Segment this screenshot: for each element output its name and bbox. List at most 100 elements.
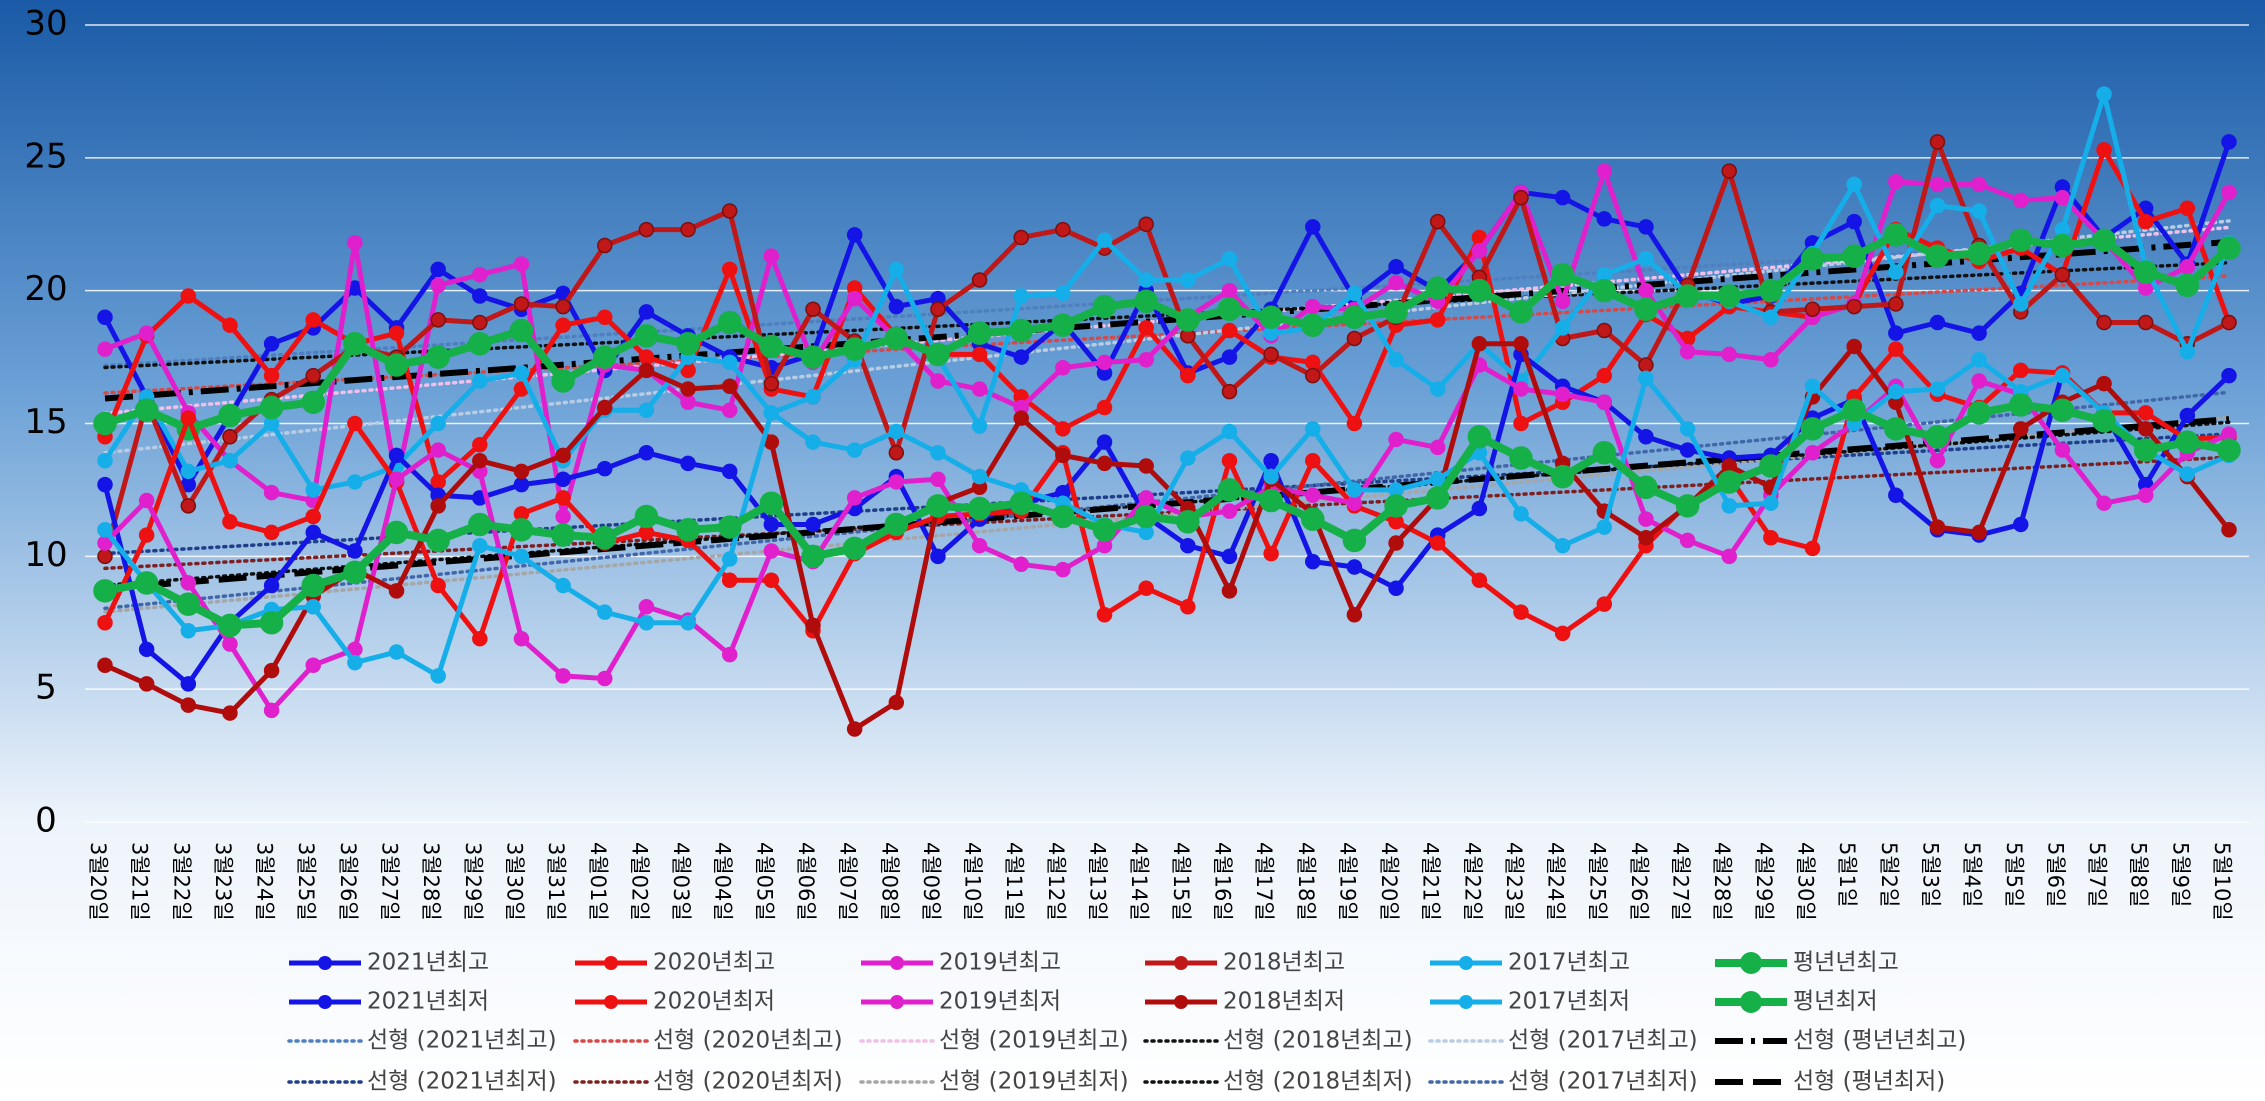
data-point — [1471, 243, 1488, 259]
data-point — [472, 266, 488, 283]
data-point — [1513, 189, 1529, 206]
legend-label: 선형 (2021년최고) — [367, 1028, 557, 1054]
data-point — [721, 551, 738, 567]
data-point — [1804, 444, 1821, 461]
legend-label: 2017년최저 — [1508, 989, 1630, 1015]
data-point — [138, 527, 155, 543]
data-point — [1013, 556, 1029, 573]
legend-marker — [1740, 991, 1762, 1013]
data-point — [1429, 381, 1446, 397]
data-point — [888, 298, 905, 315]
legend-label: 선형 (2017년최저) — [1508, 1069, 1698, 1095]
data-point — [597, 309, 613, 325]
data-point — [1675, 494, 1700, 518]
data-point — [218, 613, 242, 638]
legend-label: 선형 (2018년최고) — [1223, 1028, 1413, 1054]
data-point — [1804, 540, 1821, 557]
data-point — [1180, 367, 1196, 384]
y-tick-label: 30 — [24, 4, 67, 44]
data-point — [551, 369, 575, 393]
trend-line — [103, 455, 2231, 571]
data-point — [180, 676, 197, 692]
data-point — [2221, 134, 2237, 150]
data-point — [930, 471, 946, 488]
data-point — [305, 312, 321, 328]
data-point — [2054, 189, 2071, 206]
data-point — [1346, 415, 1363, 432]
legend-marker — [890, 956, 904, 970]
data-point — [1384, 300, 1408, 324]
x-tick-label: 4월15일 — [1169, 842, 1193, 921]
legend-marker — [318, 956, 332, 970]
x-tick-label: 3월23일 — [211, 842, 235, 921]
data-point — [888, 423, 905, 440]
x-tick-label: 4월13일 — [1086, 842, 1110, 921]
data-point — [222, 429, 238, 445]
data-point — [2050, 233, 2075, 258]
data-point — [967, 321, 992, 345]
data-point — [1138, 272, 1154, 288]
data-point — [1971, 524, 1987, 541]
data-point — [1513, 604, 1529, 620]
data-point — [2096, 142, 2112, 158]
data-point — [971, 468, 988, 485]
data-point — [888, 474, 905, 490]
data-point — [1138, 351, 1154, 368]
legend-label: 2018년최고 — [1223, 950, 1345, 976]
data-point — [1638, 219, 1654, 235]
data-point — [1888, 264, 1904, 280]
data-point — [1467, 278, 1492, 303]
data-point — [2054, 367, 2071, 384]
x-tick-label: 3월26일 — [336, 842, 360, 921]
data-point — [343, 560, 367, 585]
data-point — [1638, 529, 1654, 546]
data-point — [721, 261, 738, 278]
data-point — [430, 442, 446, 458]
data-point — [1554, 537, 1571, 554]
data-point — [1346, 495, 1363, 511]
data-point — [468, 332, 492, 356]
data-point — [597, 670, 613, 687]
data-point — [1471, 500, 1488, 517]
data-point — [888, 444, 905, 461]
data-point — [1221, 503, 1238, 519]
data-point — [97, 522, 113, 538]
data-point — [2179, 259, 2196, 275]
data-point — [388, 447, 405, 464]
data-point — [1013, 349, 1029, 365]
data-point — [1804, 378, 1821, 395]
data-point — [1509, 300, 1533, 324]
data-point — [551, 523, 575, 547]
data-point — [801, 345, 825, 369]
trend-line — [104, 238, 2230, 402]
x-tick-label: 3월20일 — [86, 842, 110, 921]
data-point — [388, 471, 405, 488]
x-tick-label: 4월24일 — [1544, 842, 1568, 921]
data-point — [676, 332, 700, 356]
data-point — [680, 221, 696, 238]
data-point — [1305, 219, 1321, 235]
data-point — [2137, 314, 2154, 331]
data-point — [1342, 305, 1367, 329]
data-point — [971, 418, 988, 434]
data-point — [513, 296, 530, 312]
data-point — [2013, 421, 2029, 437]
data-point — [2217, 236, 2241, 260]
data-point — [2179, 344, 2196, 360]
legend-marker — [604, 956, 618, 970]
data-point — [1388, 580, 1404, 596]
data-point — [638, 349, 655, 365]
data-point — [1305, 367, 1321, 384]
data-point — [259, 395, 284, 420]
data-point — [384, 353, 409, 377]
data-point — [509, 518, 534, 542]
data-point — [513, 463, 530, 480]
data-point — [763, 543, 780, 559]
data-point — [638, 599, 655, 615]
data-point — [1096, 607, 1113, 623]
data-point — [1096, 455, 1113, 472]
data-point — [884, 512, 909, 537]
data-point — [680, 394, 696, 410]
data-point — [259, 611, 284, 635]
data-point — [1929, 314, 1946, 331]
